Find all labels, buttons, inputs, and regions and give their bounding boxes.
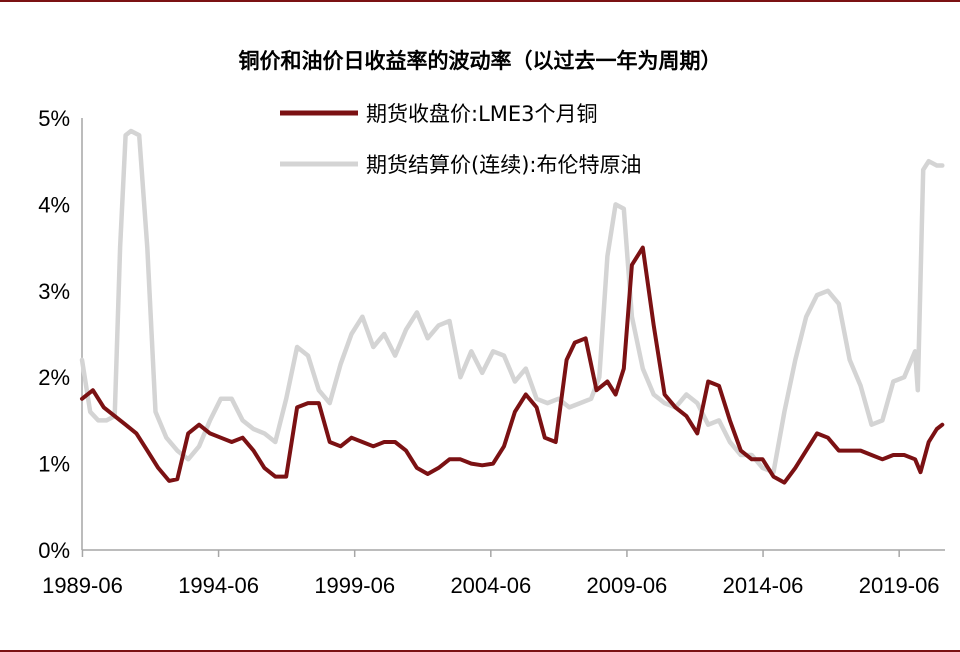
series-line-brent: [79, 128, 945, 475]
y-tick-label: 3%: [38, 279, 70, 304]
y-tick-label: 2%: [38, 365, 70, 390]
y-axis: 0% 1% 2% 3% 4% 5%: [38, 106, 83, 563]
x-tick-label: 2004-06: [450, 573, 531, 598]
chart-title: 铜价和油价日收益率的波动率（以过去一年为周期）: [239, 49, 722, 73]
y-tick-label: 0%: [38, 538, 70, 563]
plot-area: [79, 128, 945, 485]
x-tick-label: 1994-06: [178, 573, 259, 598]
legend-label-copper: 期货收盘价:LME3个月铜: [366, 102, 598, 126]
y-tick-label: 1%: [38, 452, 70, 477]
x-tick-label: 2009-06: [587, 573, 668, 598]
y-tick-label: 5%: [38, 106, 70, 131]
x-tick-label: 2019-06: [859, 573, 940, 598]
legend: 期货收盘价:LME3个月铜 期货结算价(连续):布伦特原油: [280, 102, 641, 177]
x-axis: 1989-06 1994-06 1999-06 2004-06 2009-06 2014-…: [42, 549, 945, 598]
x-tick-label: 2014-06: [723, 573, 804, 598]
series-line-copper: [80, 245, 945, 485]
y-tick-label: 4%: [38, 192, 70, 217]
legend-label-brent: 期货结算价(连续):布伦特原油: [366, 153, 641, 177]
x-tick-label: 1989-06: [42, 573, 123, 598]
x-tick-label: 1999-06: [314, 573, 395, 598]
